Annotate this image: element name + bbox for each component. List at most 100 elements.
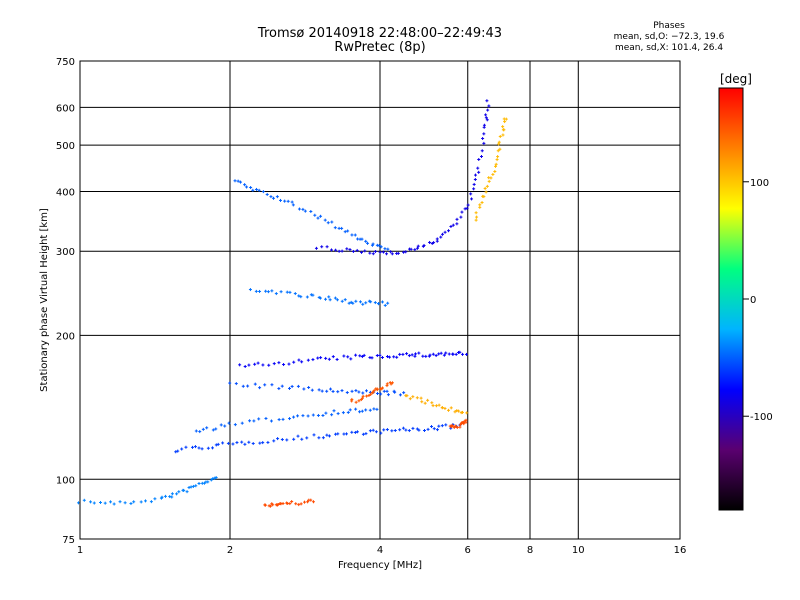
scatter-point [301,414,305,418]
scatter-point [475,215,479,219]
scatter-point [360,355,364,359]
scatter-point [271,196,275,200]
scatter-point [361,432,365,436]
y-tick-label: 750 [56,57,75,68]
scatter-point [253,382,257,386]
scatter-point [82,498,86,502]
scatter-point [191,484,195,488]
scatter-point [409,247,413,251]
scatter-point [442,353,446,357]
scatter-point [227,421,231,425]
scatter-point [292,437,296,441]
scatter-point [371,252,375,256]
scatter-point [482,123,486,127]
scatter-point [363,249,367,253]
scatter-point [109,500,113,504]
scatter-point [364,239,368,243]
scatter-point [270,383,274,387]
scatter-point [369,392,373,396]
scatter-point [472,182,476,186]
scatter-point [354,389,358,393]
scatter-point [332,409,336,413]
scatter-point [478,203,482,207]
x-tick-label: 16 [674,545,687,556]
scatter-point [170,492,174,496]
scatter-point [331,355,335,359]
scatter-point [354,353,358,357]
scatter-point [302,387,306,391]
scatter-point [256,361,260,365]
scatter-point [306,414,310,418]
scatter-point [344,432,348,436]
scatter-point [239,180,243,184]
scatter-point [469,192,473,196]
scatter-point [211,446,215,450]
scatter-point [498,134,502,138]
colorbar-label: [deg] [720,72,752,86]
scatter-point [458,425,462,429]
scatter-point [149,500,153,504]
scatter-point [366,241,370,245]
scatter-point [486,108,490,112]
scatter-point [265,192,269,196]
scatter-point [231,442,235,446]
scatter-point [233,179,237,183]
scatter-point [450,423,454,427]
scatter-point [316,356,320,360]
scatter-point [420,400,424,404]
scatter-point [390,252,394,256]
scatter-point [243,183,247,187]
scatter-point [238,363,242,367]
scatter-point [228,381,232,385]
scatter-point [443,230,447,234]
scatter-point [175,492,179,496]
scatter-point [371,428,375,432]
scatter-point [214,443,218,447]
scatter-point [360,237,364,241]
scatter-point [221,441,225,445]
scatter-point [257,417,261,421]
scatter-point [407,354,411,358]
scatter-point [312,433,316,437]
scatter-point [424,354,428,358]
scatter-point [360,250,364,254]
scatter-point [317,388,321,392]
scatter-point [200,447,204,451]
scatter-point [290,200,294,204]
scatter-point [413,248,417,252]
scatter-point [430,425,434,429]
scatter-point [503,120,507,124]
scatter-point [311,500,315,504]
scatter-point [330,413,334,417]
scatter-point [269,419,273,423]
scatter-point [437,424,441,428]
y-tick-label: 300 [56,247,75,258]
title-line-2: RwPretec (8p) [334,40,426,55]
scatter-point [249,186,253,190]
scatter-point [404,250,408,254]
scatter-point [444,351,448,355]
scatter-point [415,246,419,250]
scatter-point [476,166,480,170]
scatter-point [241,384,245,388]
scatter-point [385,252,389,256]
scatter-point [248,288,252,292]
scatter-point [474,218,478,222]
scatter-point [485,99,489,103]
scatter-point [480,154,484,158]
scatter-point [132,500,136,504]
scatter-point [487,104,491,108]
scatter-point [323,218,327,222]
scatter-point [164,494,168,498]
colorbar-ticks: 100 0 -100 [743,178,773,423]
scatter-point [358,410,362,414]
scatter-point [305,436,309,440]
scatter-point [481,136,485,140]
scatter-point [206,480,210,484]
scatter-point [401,352,405,356]
scatter-point [324,356,328,360]
scatter-point [484,113,488,117]
scatter-point [340,299,344,303]
scatter-point [493,170,497,174]
scatter-point [461,410,465,414]
